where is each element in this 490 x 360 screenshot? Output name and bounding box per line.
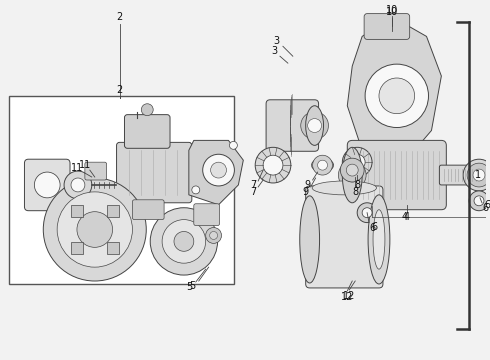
Circle shape	[349, 154, 365, 170]
Bar	[107, 242, 119, 254]
Circle shape	[463, 159, 490, 191]
Circle shape	[162, 220, 206, 263]
Circle shape	[77, 212, 113, 247]
Text: 7: 7	[250, 180, 256, 190]
Circle shape	[203, 154, 234, 186]
Circle shape	[474, 196, 484, 206]
Bar	[9, 96, 234, 284]
Circle shape	[318, 160, 327, 170]
FancyBboxPatch shape	[132, 200, 164, 220]
Text: 10: 10	[386, 6, 398, 17]
Circle shape	[467, 163, 490, 187]
Circle shape	[469, 191, 489, 211]
Text: 10: 10	[386, 5, 398, 15]
Circle shape	[301, 112, 328, 139]
Text: 2: 2	[117, 85, 122, 95]
Circle shape	[141, 104, 153, 116]
Circle shape	[341, 158, 364, 182]
Text: 11: 11	[79, 160, 91, 170]
Circle shape	[64, 171, 92, 199]
Polygon shape	[189, 140, 244, 205]
Text: 3: 3	[273, 36, 279, 46]
Circle shape	[34, 172, 60, 198]
Circle shape	[210, 231, 218, 239]
Circle shape	[365, 64, 428, 127]
Circle shape	[57, 192, 132, 267]
Circle shape	[206, 228, 221, 243]
FancyBboxPatch shape	[440, 165, 481, 185]
Text: 8: 8	[354, 180, 360, 190]
FancyBboxPatch shape	[347, 140, 446, 210]
Circle shape	[150, 208, 218, 275]
Circle shape	[174, 231, 194, 251]
FancyBboxPatch shape	[85, 162, 107, 180]
FancyBboxPatch shape	[124, 114, 170, 148]
Text: 2: 2	[117, 12, 122, 22]
Text: 12: 12	[341, 292, 353, 302]
Circle shape	[229, 141, 237, 149]
Circle shape	[71, 178, 85, 192]
FancyBboxPatch shape	[117, 142, 192, 203]
Circle shape	[308, 118, 321, 132]
Circle shape	[346, 164, 358, 176]
Ellipse shape	[343, 147, 362, 203]
Text: 3: 3	[271, 46, 277, 56]
Text: 6: 6	[369, 222, 375, 233]
Circle shape	[357, 203, 377, 222]
FancyBboxPatch shape	[24, 159, 70, 211]
Ellipse shape	[312, 181, 376, 195]
Bar	[71, 205, 82, 217]
Bar	[71, 242, 82, 254]
Text: 6: 6	[485, 200, 490, 210]
Circle shape	[473, 169, 485, 181]
FancyBboxPatch shape	[194, 204, 220, 226]
Text: 6: 6	[371, 221, 377, 231]
Text: 5: 5	[189, 281, 195, 291]
Text: 7: 7	[250, 187, 256, 197]
Polygon shape	[347, 17, 441, 165]
Circle shape	[362, 208, 372, 218]
Circle shape	[339, 161, 366, 189]
Circle shape	[313, 155, 332, 175]
Circle shape	[263, 155, 283, 175]
Ellipse shape	[373, 210, 385, 269]
Circle shape	[211, 162, 226, 178]
Ellipse shape	[368, 195, 390, 284]
Text: 4: 4	[402, 212, 408, 222]
Circle shape	[343, 147, 372, 177]
FancyBboxPatch shape	[364, 14, 410, 39]
FancyBboxPatch shape	[266, 100, 318, 151]
Text: 5: 5	[186, 282, 192, 292]
Text: 6: 6	[483, 203, 489, 213]
Text: 12: 12	[343, 291, 355, 301]
Text: 9: 9	[305, 180, 311, 190]
Text: 1: 1	[475, 170, 481, 180]
Text: 9: 9	[303, 187, 309, 197]
FancyBboxPatch shape	[306, 186, 383, 288]
Circle shape	[43, 178, 146, 281]
Text: 11: 11	[71, 163, 83, 173]
Circle shape	[379, 78, 415, 114]
Ellipse shape	[306, 106, 323, 145]
Circle shape	[192, 186, 200, 194]
Circle shape	[345, 168, 359, 182]
Text: 8: 8	[352, 187, 358, 197]
Text: 4: 4	[404, 212, 410, 222]
Ellipse shape	[300, 196, 319, 283]
Circle shape	[255, 147, 291, 183]
Bar	[107, 205, 119, 217]
